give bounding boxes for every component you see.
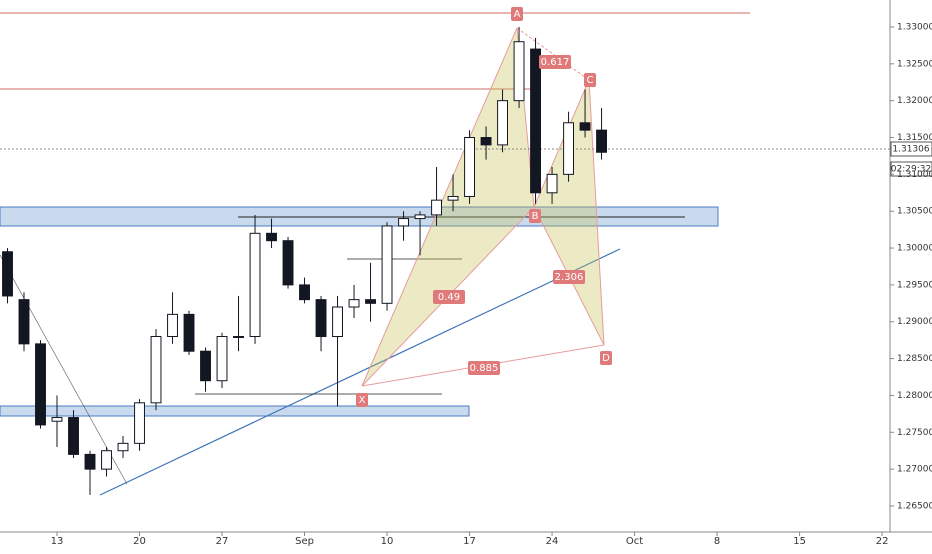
x-tick-label: 15 [793, 536, 806, 547]
candle-body [381, 225, 393, 304]
ratio-box [539, 55, 571, 69]
pattern-point-box [511, 7, 523, 21]
candle-body [18, 299, 30, 345]
candle-body [513, 41, 525, 102]
pattern-point: B [532, 211, 539, 222]
candle-body [249, 232, 261, 337]
candle-body [266, 232, 277, 242]
candle-body [2, 251, 13, 297]
y-tick-label: 1.27000 [897, 465, 932, 475]
x-tick-label: 24 [546, 536, 559, 547]
x-tick-label: Sep [295, 536, 314, 547]
countdown-box [890, 161, 932, 177]
candle-body [431, 199, 442, 216]
y-tick-label: 1.31000 [897, 170, 932, 180]
candle-body [183, 313, 195, 352]
candle-body [134, 402, 145, 444]
candle-body [563, 122, 575, 175]
ratio-box [468, 361, 500, 375]
y-tick-label: 1.33000 [897, 22, 932, 32]
x-tick-label: 10 [381, 536, 394, 547]
trend-line [99, 248, 621, 496]
trend-line [0, 254, 128, 485]
pattern-point-box [356, 393, 368, 407]
candle-body [299, 284, 310, 301]
y-tick-label: 1.27500 [897, 428, 932, 438]
x-tick-label: 20 [133, 536, 146, 547]
x-tick-label: 8 [714, 536, 720, 547]
countdown: 02:29:32 [891, 165, 931, 175]
candle-body [447, 195, 459, 201]
y-tick-label: 1.28000 [897, 391, 932, 401]
candle-body [332, 306, 343, 337]
ratio-label: 0.885 [470, 363, 499, 374]
x-tick-label: 22 [876, 536, 889, 547]
last-price-label: 1.31306 [892, 145, 929, 155]
candle-body [35, 343, 46, 426]
ratio-box [433, 290, 465, 304]
last-price-box [890, 141, 932, 157]
candle-body [101, 450, 112, 470]
candle-body [51, 417, 63, 422]
pattern-point: X [359, 395, 366, 406]
candle-body [497, 100, 508, 146]
candles [2, 26, 608, 495]
x-tick-label: 27 [216, 536, 229, 547]
drawings [0, 12, 890, 496]
candle-body [315, 299, 327, 337]
candle-body [480, 137, 492, 146]
candle-body [398, 218, 409, 227]
candle-body [282, 240, 294, 286]
candle-body [596, 129, 608, 153]
candle-body [365, 299, 376, 304]
pattern-point: D [602, 353, 610, 364]
support-zone [0, 405, 470, 417]
y-tick-label: 1.29500 [897, 280, 932, 290]
y-tick-label: 1.26500 [897, 501, 932, 511]
x-tick-label: Oct [626, 536, 643, 547]
y-tick-label: 1.29000 [897, 317, 932, 327]
candle-body [414, 214, 426, 220]
y-tick-label: 1.32000 [897, 96, 932, 106]
pattern-point-box [529, 209, 541, 223]
x-tick-label: 13 [51, 536, 64, 547]
pattern-point: C [587, 75, 594, 86]
pattern-point: A [514, 9, 521, 20]
candle-body [464, 137, 475, 197]
ratio-label: 0.49 [438, 292, 460, 303]
y-tick-label: 1.30500 [897, 207, 932, 217]
candle-body [530, 48, 542, 194]
candle-body [150, 335, 162, 404]
y-tick-label: 1.30000 [897, 244, 932, 254]
candle-body [233, 335, 244, 338]
y-tick-label: 1.28500 [897, 354, 932, 364]
pattern-labels: X A B C D 0.617 0.49 2.306 0.885 [356, 7, 612, 407]
candle-body [167, 313, 178, 337]
candle-body [68, 417, 79, 455]
candle-body [117, 442, 129, 452]
candle-body [216, 335, 228, 382]
candle-body [348, 299, 360, 308]
ratio-label: 0.617 [541, 57, 570, 68]
ratio-box [553, 270, 585, 284]
pattern-point-box [584, 73, 596, 87]
x-tick-label: 17 [463, 536, 476, 547]
candle-body [546, 173, 558, 194]
candle-body [84, 453, 96, 470]
candle-body [579, 122, 591, 131]
y-tick-label: 1.32500 [897, 59, 932, 69]
candle-body [200, 350, 211, 382]
pattern-point-box [600, 351, 612, 365]
y-tick-label: 1.31500 [897, 133, 932, 143]
ratio-label: 2.306 [555, 272, 584, 283]
